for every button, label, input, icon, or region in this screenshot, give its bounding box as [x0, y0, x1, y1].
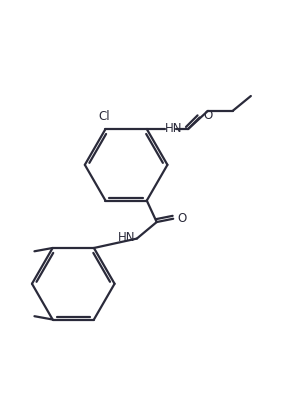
Text: Cl: Cl: [98, 110, 110, 123]
Text: HN: HN: [165, 122, 183, 135]
Text: O: O: [177, 211, 186, 225]
Text: HN: HN: [118, 231, 135, 245]
Text: O: O: [204, 109, 213, 122]
